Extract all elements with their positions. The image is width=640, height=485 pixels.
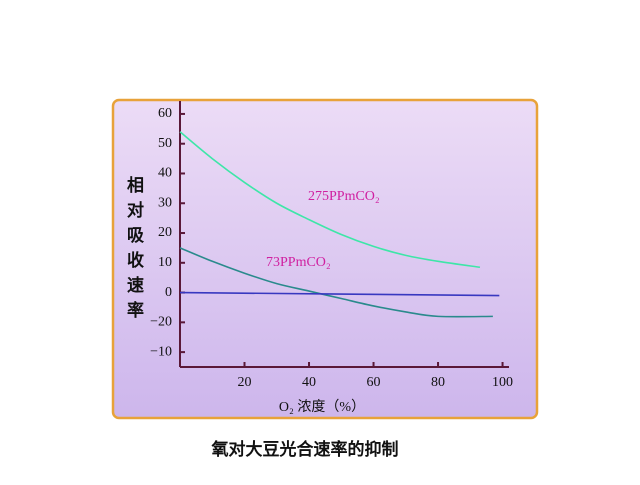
series-label: 275PPmCO₂ <box>308 189 380 204</box>
series-line <box>179 247 493 318</box>
x-tick-label: 20 <box>238 375 252 390</box>
series-line <box>179 131 481 269</box>
y-axis-label: 相对吸收速率 <box>123 175 144 326</box>
x-tick-label: 80 <box>431 375 445 390</box>
y-tick-label: 50 <box>158 136 172 151</box>
y-tick-label: 10 <box>158 255 172 270</box>
y-tick-label: 0 <box>165 285 172 300</box>
y-tick-label: 20 <box>158 225 172 240</box>
y-tick-label: −20 <box>150 315 172 330</box>
series-line <box>179 291 500 297</box>
x-axis-label: O₂ 浓度（%） <box>279 399 365 415</box>
panel <box>111 98 539 420</box>
y-tick-label: −10 <box>150 344 172 359</box>
x-tick-label: 100 <box>492 375 513 390</box>
caption: 氧对大豆光合速率的抑制 <box>211 439 399 460</box>
x-tick-label: 40 <box>302 375 316 390</box>
series-label: 73PPmCO₂ <box>266 255 331 270</box>
y-tick-label: 40 <box>158 166 172 181</box>
y-tick-label: 60 <box>158 106 172 121</box>
y-tick-label: 30 <box>158 195 172 210</box>
x-tick-label: 60 <box>367 375 381 390</box>
